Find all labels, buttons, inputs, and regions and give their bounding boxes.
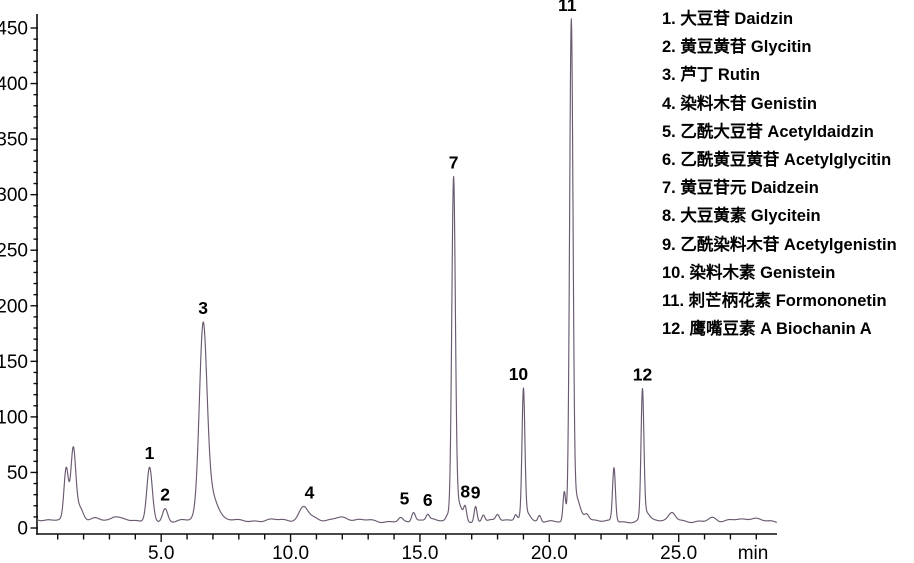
chromatogram-trace [36,18,778,524]
legend-item-11: 11. 刺芒柄花素 Formononetin [662,292,887,311]
peak-label-3: 3 [198,298,208,318]
peak-label-2: 2 [160,485,170,505]
x-axis-tick-label: 5.0 [148,543,174,563]
y-axis-tick-label: 200 [0,296,28,317]
peak-label-11: 11 [558,0,577,15]
legend-item-1: 1. 大豆苷 Daidzin [662,10,794,28]
legend-item-4: 4. 染料木苷 Genistin [662,94,817,113]
y-axis-tick-label: 350 [0,130,28,151]
peak-label-6: 6 [423,490,433,510]
x-axis-tick-label: 25.0 [660,543,697,563]
peak-label-9: 9 [471,482,481,502]
y-axis-tick-label: 250 [0,241,28,262]
x-axis-tick-label: 10.0 [272,543,309,563]
peak-label-10: 10 [509,364,529,384]
legend-item-8: 8. 大豆黄素 Glycitein [662,207,821,226]
legend-item-6: 6. 乙酰黄豆黄苷 Acetylglycitin [662,151,892,170]
peak-label-8: 8 [460,482,470,502]
x-axis-tick-label: 15.0 [401,543,438,563]
legend-item-7: 7. 黄豆苷元 Daidzein [662,179,819,198]
legend-item-12: 12. 鹰嘴豆素 A Biochanin A [662,320,872,339]
y-axis-tick-label: 0 [17,519,28,540]
peak-label-1: 1 [145,443,155,463]
y-axis-tick-label: 300 [0,185,28,206]
x-axis-unit-label: min [738,543,769,563]
compound-legend: 1. 大豆苷 Daidzin 2. 黄豆黄苷 Glycitin 3. 芦丁 Ruti… [662,5,897,343]
x-axis-tick-label: 20.0 [531,543,568,563]
y-axis-tick-label: 450 [0,19,28,40]
y-axis-tick-label: 150 [0,352,28,373]
legend-item-3: 3. 芦丁 Rutin [662,66,761,85]
peak-label-7: 7 [449,152,459,172]
legend-item-9: 9. 乙酰染料木苷 Acetylgenistin [662,235,897,254]
y-axis-tick-label: 400 [0,74,28,95]
peak-label-12: 12 [633,365,653,385]
legend-item-5: 5. 乙酰大豆苷 Acetyldaidzin [662,122,874,141]
legend-item-2: 2. 黄豆黄苷 Glycitin [662,38,812,57]
peak-label-4: 4 [305,482,315,502]
y-axis-tick-label: 50 [7,463,28,484]
peak-label-5: 5 [400,489,410,509]
y-axis-tick-label: 100 [0,407,28,428]
legend-item-10: 10. 染料木素 Genistein [662,263,836,282]
